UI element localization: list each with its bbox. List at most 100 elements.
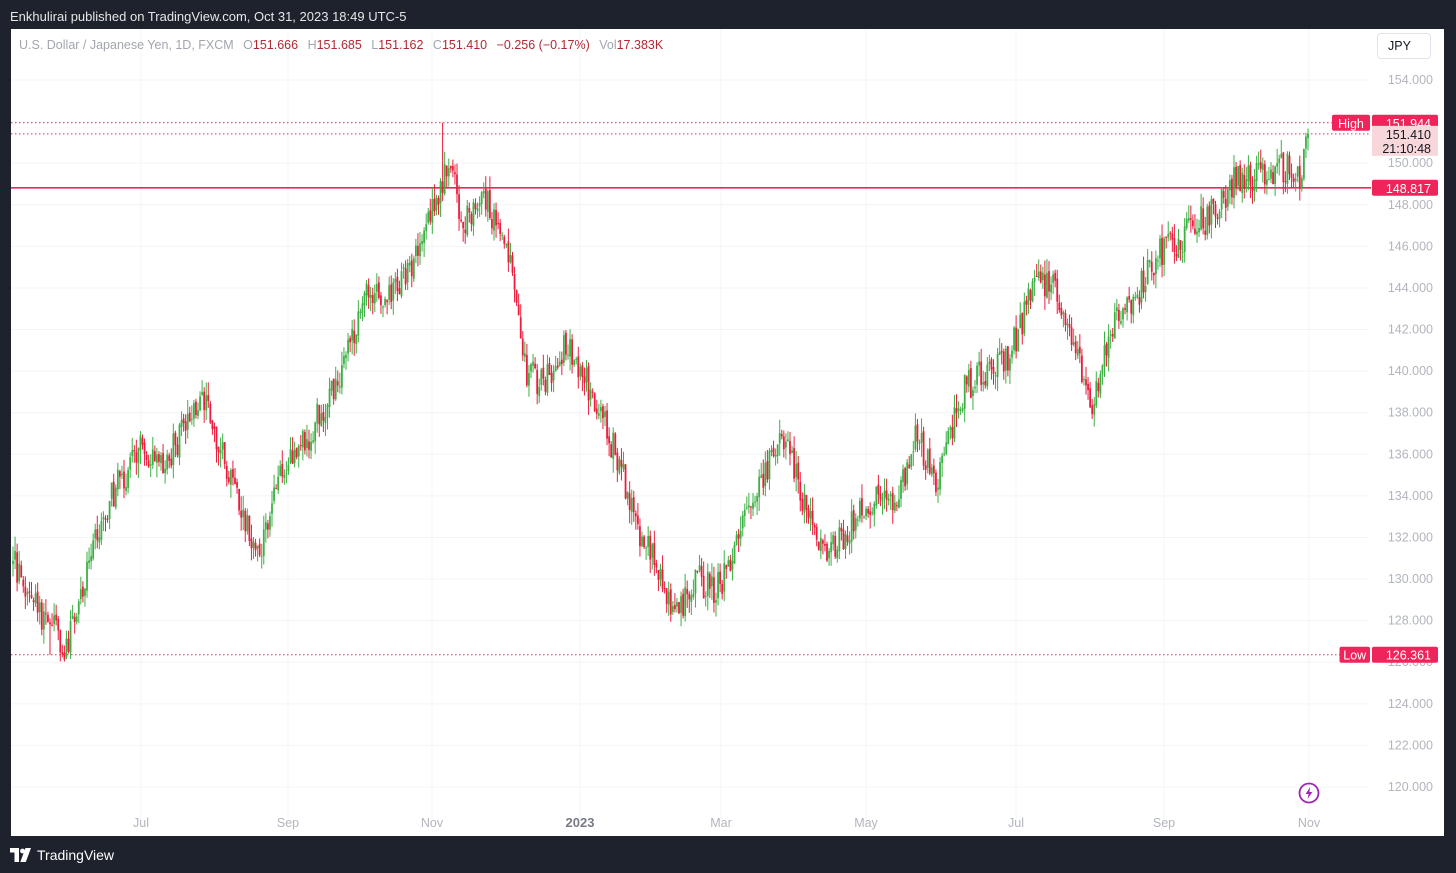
candle-body <box>65 638 68 657</box>
candle-body <box>252 541 255 548</box>
open-label: O <box>243 38 253 52</box>
candle-body <box>969 368 972 398</box>
candle-body <box>953 407 956 439</box>
candle-body <box>1173 238 1176 252</box>
candle-body <box>528 372 530 386</box>
y-tick-label: 122.000 <box>1388 738 1433 752</box>
candle-body <box>209 403 212 423</box>
y-tick-label: 134.000 <box>1388 489 1433 503</box>
candle-body <box>211 420 214 429</box>
candle-body <box>1103 345 1106 367</box>
candle-body <box>1276 163 1279 167</box>
candle-body <box>737 533 740 539</box>
candle-body <box>260 555 263 557</box>
candle-body <box>478 203 481 207</box>
candle-body <box>791 450 793 453</box>
candle-body <box>359 311 362 313</box>
candle-body <box>55 614 58 621</box>
candle-body <box>626 491 629 499</box>
candle-body <box>454 172 456 175</box>
candle-body <box>225 465 228 479</box>
candle-body <box>1243 174 1246 189</box>
candle-body <box>680 596 682 613</box>
candle-body <box>986 364 989 387</box>
candle-body <box>616 452 619 471</box>
currency-button[interactable]: JPY <box>1377 33 1431 59</box>
candle-body <box>696 570 699 572</box>
candle-body <box>499 223 502 235</box>
candle-body <box>306 439 308 449</box>
candle-body <box>174 432 177 446</box>
candle-body <box>854 518 857 531</box>
candle-body <box>186 413 189 430</box>
current-price-value: 151.410 <box>1386 128 1431 142</box>
candle-body <box>287 464 290 472</box>
candle-body <box>665 588 668 604</box>
candle-body <box>1093 404 1096 415</box>
candle-body <box>1231 178 1233 198</box>
candle-body <box>673 605 676 610</box>
candle-body <box>1066 323 1069 326</box>
candle-body <box>634 513 637 517</box>
low-value: 151.162 <box>378 38 424 52</box>
candle-body <box>90 556 93 562</box>
candle-body <box>1259 161 1262 169</box>
candle-body <box>628 493 631 510</box>
candle-body <box>1083 379 1085 381</box>
candle-body <box>647 536 650 547</box>
candle-body <box>1220 189 1223 210</box>
candle-body <box>830 542 833 553</box>
candle-body <box>303 432 306 451</box>
candle-body <box>314 422 317 442</box>
candle-body <box>61 652 64 655</box>
candle-body <box>1009 358 1011 371</box>
candle-body <box>404 268 407 285</box>
candle-body <box>657 570 660 580</box>
candle-body <box>164 468 167 474</box>
candle-body <box>614 433 617 455</box>
chart-panel[interactable]: 120.000122.000124.000126.000128.000130.0… <box>11 29 1444 836</box>
candle-body <box>1000 350 1003 353</box>
candle-body <box>548 363 551 375</box>
candle-body <box>589 389 592 400</box>
candle-body <box>534 363 537 369</box>
x-tick-label: Nov <box>1298 816 1321 830</box>
candle-body <box>867 508 870 514</box>
candle-body <box>495 209 497 226</box>
candle-body <box>552 370 555 381</box>
tradingview-logo[interactable]: TradingView <box>10 847 114 863</box>
candle-body <box>920 432 923 443</box>
y-tick-label: 154.000 <box>1388 73 1433 87</box>
candle-body <box>848 540 851 544</box>
candle-body <box>947 430 950 445</box>
candle-body <box>106 518 109 520</box>
price-chart[interactable]: 120.000122.000124.000126.000128.000130.0… <box>11 29 1444 836</box>
candle-body <box>12 560 14 565</box>
candle-body <box>1054 272 1057 281</box>
candle-body <box>1002 351 1005 372</box>
candle-body <box>1050 284 1052 293</box>
candle-body <box>750 506 752 508</box>
candle-body <box>540 369 543 385</box>
candle-body <box>918 441 921 444</box>
candle-body <box>32 600 35 603</box>
candle-body <box>821 540 824 544</box>
candle-body <box>1185 218 1188 228</box>
candle-body <box>28 591 31 593</box>
candle-body <box>1039 271 1042 283</box>
candle-body <box>44 613 47 615</box>
candle-body <box>928 448 931 474</box>
candle-body <box>1239 164 1242 191</box>
candle-body <box>694 569 697 594</box>
candle-body <box>392 282 395 301</box>
candle-body <box>565 332 567 355</box>
candle-body <box>491 218 493 229</box>
candle-body <box>503 236 506 244</box>
candle-body <box>546 364 549 393</box>
chart-legend: U.S. Dollar / Japanese Yen, 1D, FXCM O15… <box>19 38 663 52</box>
candle-body <box>836 549 839 559</box>
candle-body <box>275 488 278 490</box>
candle-body <box>417 245 419 256</box>
candle-body <box>1025 300 1028 305</box>
lightning-bolt-icon[interactable] <box>1298 782 1320 804</box>
